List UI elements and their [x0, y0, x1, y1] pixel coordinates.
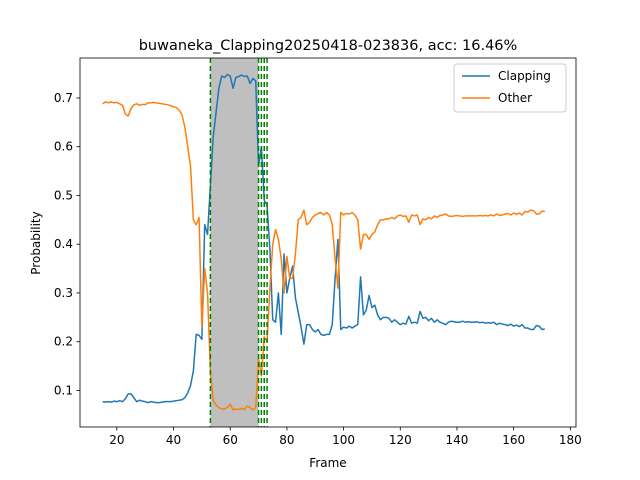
- y-tick-label: 0.7: [54, 91, 73, 105]
- legend-label-clapping: Clapping: [498, 69, 551, 83]
- shaded-region: [210, 58, 259, 427]
- axes-frame: [79, 57, 577, 428]
- x-tick-label: 140: [446, 433, 469, 447]
- x-tick-label: 120: [389, 433, 412, 447]
- x-tick-label: 180: [559, 433, 582, 447]
- x-tick-label: 100: [332, 433, 355, 447]
- y-axis-label: Probability: [29, 211, 43, 274]
- legend: Clapping Other: [453, 63, 567, 113]
- chart-title: buwaneka_Clapping20250418-023836, acc: 1…: [139, 38, 518, 54]
- x-axis-label: Frame: [309, 456, 346, 470]
- y-tick-label: 0.1: [54, 383, 73, 397]
- y-tick-label: 0.5: [54, 188, 73, 202]
- y-tick-label: 0.2: [54, 335, 73, 349]
- x-tick-label: 80: [279, 433, 294, 447]
- legend-label-other: Other: [498, 91, 532, 105]
- x-tick-label: 20: [109, 433, 124, 447]
- series-line-clapping: [102, 73, 545, 404]
- series-line-other: [102, 101, 545, 411]
- y-tick-label: 0.6: [54, 140, 73, 154]
- plot-area: 20 40 60 80 100 120 140 160 180 0.1 0.2 0.3 0.4 0.5 0.…: [54, 57, 582, 447]
- x-tick-label: 40: [166, 433, 181, 447]
- x-tick-label: 60: [223, 433, 238, 447]
- x-tick-label: 160: [502, 433, 525, 447]
- y-tick-label: 0.4: [54, 237, 73, 251]
- y-tick-label: 0.3: [54, 286, 73, 300]
